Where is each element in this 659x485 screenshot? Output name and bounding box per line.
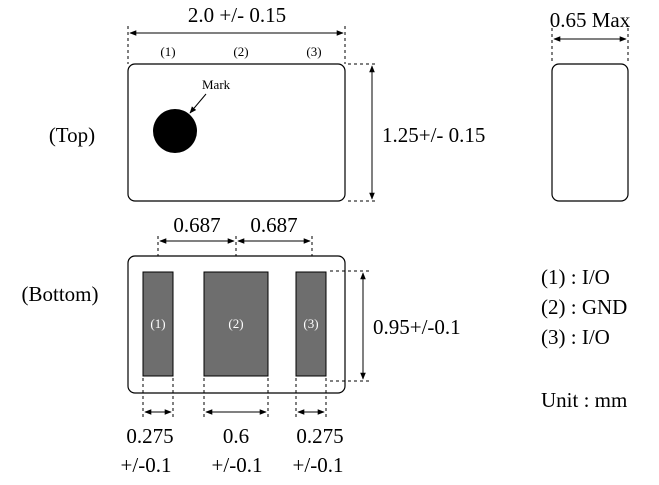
pad1-width-tolerance: +/-0.1	[121, 453, 172, 477]
pad3-width-tolerance: +/-0.1	[293, 453, 344, 477]
bottom-pad-3	[295, 271, 327, 377]
height-dimension-label: 0.65 Max	[550, 8, 631, 32]
top-view-label: (Top)	[49, 123, 95, 147]
mark-leader-arrow	[189, 93, 207, 114]
orientation-mark	[153, 109, 197, 153]
mark-label: Mark	[202, 77, 231, 92]
pin-legend: (1) : I/O (2) : GND (3) : I/O Unit : mm	[541, 265, 627, 412]
pad-height-label: 0.95+/-0.1	[373, 315, 461, 339]
top-pin-label-2: (2)	[233, 44, 248, 59]
top-pin-label-1: (1)	[160, 44, 175, 59]
bottom-pad-2	[203, 271, 269, 377]
top-pin-label-3: (3)	[306, 44, 321, 59]
legend-item-1: (1) : I/O	[541, 265, 610, 289]
pad1-width-value: 0.275	[126, 424, 173, 448]
bottom-pad-label-2: (2)	[228, 316, 243, 331]
side-view: 0.65 Max	[550, 8, 631, 202]
bottom-view: 0.687 0.687 (1) (2) (3) (Bottom) 0.95+/-…	[22, 213, 461, 477]
pad2-width-value: 0.6	[223, 424, 249, 448]
pad2-width-tolerance: +/-0.1	[212, 453, 263, 477]
length-dimension-label: 2.0 +/- 0.15	[188, 3, 286, 27]
legend-item-3: (3) : I/O	[541, 325, 610, 349]
unit-label: Unit : mm	[541, 388, 627, 412]
side-view-body	[551, 63, 629, 202]
legend-item-2: (2) : GND	[541, 295, 627, 319]
bottom-view-label: (Bottom)	[22, 282, 99, 306]
bottom-pad-1	[142, 271, 174, 377]
width-dimension-label: 1.25+/- 0.15	[382, 123, 485, 147]
bottom-pad-label-1: (1)	[150, 316, 165, 331]
pitch-left-label: 0.687	[173, 213, 220, 237]
pitch-right-label: 0.687	[250, 213, 297, 237]
top-view: 2.0 +/- 0.15 (1) (2) (3) Mark (Top) 1.25…	[49, 3, 485, 202]
pad3-width-value: 0.275	[296, 424, 343, 448]
top-view-body	[127, 63, 346, 202]
bottom-pad-label-3: (3)	[303, 316, 318, 331]
